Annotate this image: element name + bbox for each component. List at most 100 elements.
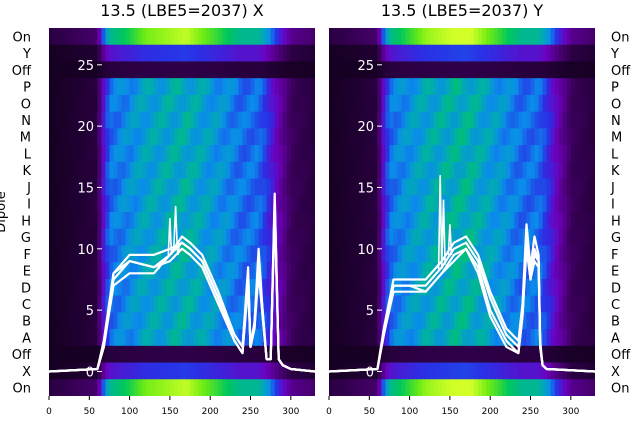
heatmap-cell: [298, 278, 304, 297]
heatmap-cell: [530, 178, 535, 196]
heatmap-cell: [506, 178, 511, 196]
heatmap-cell: [137, 379, 143, 396]
heatmap-cell: [377, 111, 382, 129]
heatmap-cell: [329, 228, 334, 246]
heatmap-cell: [161, 245, 167, 263]
heatmap-cell: [554, 145, 560, 163]
heatmap-cell: [369, 329, 374, 347]
heatmap-cell: [590, 195, 595, 213]
heatmap-cell: [570, 262, 576, 280]
heatmap-cell: [377, 78, 382, 96]
heatmap-cell: [373, 278, 378, 297]
heatmap-cell: [534, 295, 539, 313]
heatmap-cell: [562, 212, 568, 230]
heatmap-cell: [437, 312, 443, 330]
heatmap-cell: [165, 145, 171, 163]
heatmap-cell: [329, 195, 334, 213]
heatmap-cell: [478, 28, 483, 46]
heatmap-cell: [286, 195, 292, 213]
heatmap-cell: [518, 178, 523, 196]
heatmap-cell: [202, 111, 207, 129]
heatmap-cell: [230, 61, 235, 79]
heatmap-cell: [294, 262, 300, 280]
heatmap-cell: [61, 178, 66, 196]
heatmap-cell: [194, 278, 199, 297]
heatmap-cell: [522, 362, 527, 380]
heatmap-cell: [445, 295, 451, 313]
heatmap-cell: [81, 94, 86, 113]
heatmap-cell: [369, 312, 374, 330]
heatmap-cell: [298, 329, 304, 347]
heatmap-cell: [194, 44, 199, 62]
heatmap-cell: [254, 145, 259, 163]
heatmap-cell: [466, 212, 471, 230]
heatmap-cell: [81, 245, 86, 263]
heatmap-cell: [73, 78, 78, 96]
heatmap-cell: [542, 61, 548, 79]
heatmap-cell: [242, 128, 247, 146]
heatmap-cell: [518, 245, 523, 263]
heatmap-cell: [558, 195, 564, 213]
heatmap-cell: [558, 362, 564, 380]
heatmap-cell: [218, 44, 223, 62]
heatmap-cell: [173, 312, 179, 330]
heatmap-cell: [177, 379, 183, 396]
heatmap-cell: [574, 78, 580, 96]
heatmap-cell: [514, 345, 519, 363]
heatmap-cell: [226, 44, 231, 62]
heatmap-cell: [137, 145, 143, 163]
heatmap-cell: [397, 128, 402, 146]
heatmap-cell: [286, 329, 292, 347]
heatmap-cell: [101, 28, 106, 46]
heatmap-cell: [441, 278, 447, 297]
heatmap-cell: [429, 362, 435, 380]
heatmap-cell: [578, 128, 584, 146]
heatmap-cell: [486, 329, 491, 347]
heatmap-cell: [117, 28, 122, 46]
heatmap-cell: [210, 111, 215, 129]
heatmap-cell: [502, 111, 507, 129]
heatmap-cell: [413, 111, 419, 129]
heatmap-cell: [546, 228, 552, 246]
heatmap-cell: [210, 28, 215, 46]
heatmap-cell: [566, 262, 572, 280]
heatmap-cell: [413, 195, 419, 213]
heatmap-cell: [506, 128, 511, 146]
heatmap-cell: [462, 44, 467, 62]
heatmap-cell: [310, 111, 315, 129]
heatmap-cell: [466, 44, 471, 62]
heatmap-cell: [441, 161, 447, 179]
heatmap-cell: [433, 245, 439, 263]
heatmap-cell: [333, 195, 338, 213]
dipole-label: I: [27, 198, 31, 213]
heatmap-cell: [510, 111, 515, 129]
heatmap-cell: [401, 28, 406, 46]
heatmap-cell: [242, 145, 247, 163]
dipole-label: N: [611, 114, 621, 129]
heatmap-cell: [53, 228, 58, 246]
heatmap-cell: [490, 212, 495, 230]
heatmap-cell: [518, 295, 523, 313]
dipole-label: M: [611, 131, 622, 146]
heatmap-cell: [210, 44, 215, 62]
heatmap-cell: [169, 212, 175, 230]
heatmap-cell: [302, 44, 308, 62]
heatmap-cell: [57, 111, 62, 129]
heatmap-cell: [590, 161, 595, 179]
heatmap-cell: [258, 178, 264, 196]
heatmap-cell: [409, 44, 415, 62]
heatmap-cell: [538, 262, 544, 280]
heatmap-cell: [393, 262, 398, 280]
heatmap-cell: [409, 262, 415, 280]
heatmap-cell: [457, 94, 463, 113]
heatmap-cell: [306, 379, 312, 396]
heatmap-cell: [586, 278, 592, 297]
heatmap-cell: [153, 128, 159, 146]
heatmap-cell: [518, 228, 523, 246]
heatmap-cell: [157, 44, 163, 62]
heatmap-cell: [550, 228, 556, 246]
heatmap-cell: [453, 145, 459, 163]
heatmap-cell: [298, 195, 304, 213]
heatmap-cell: [365, 329, 370, 347]
heatmap-cell: [353, 345, 358, 363]
